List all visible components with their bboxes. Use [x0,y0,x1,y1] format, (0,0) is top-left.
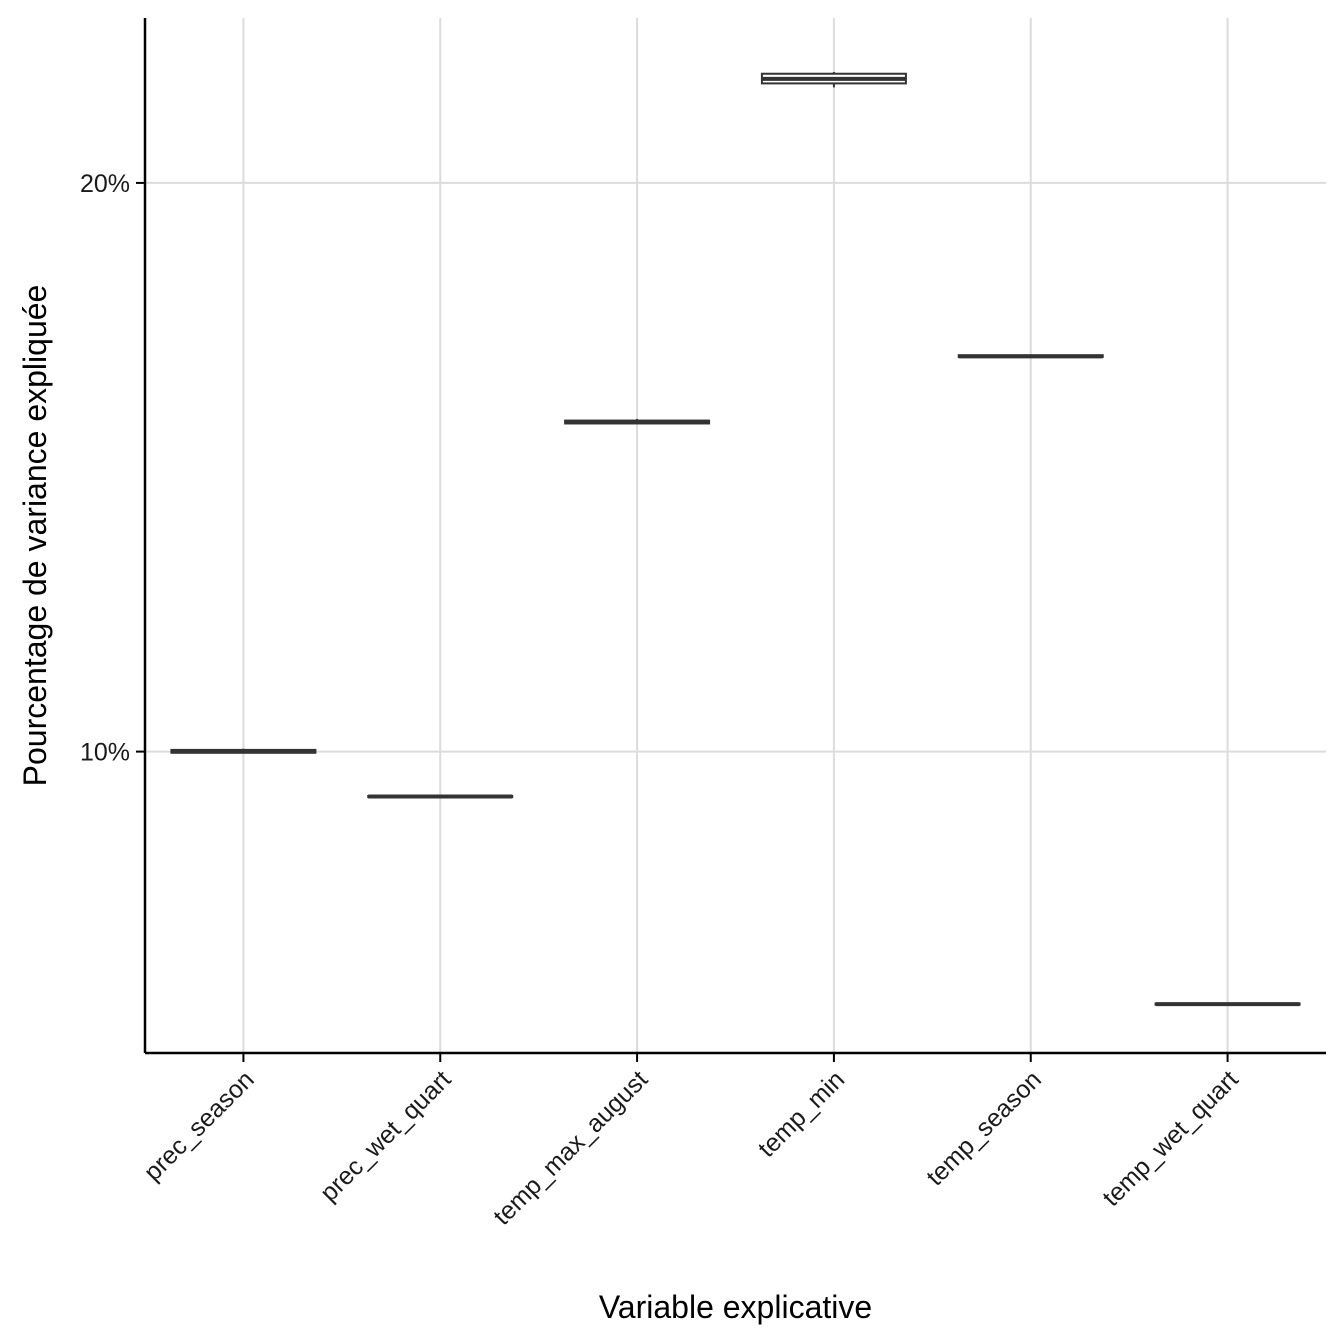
x-tick-label-temp_max_august: temp_max_august [488,1065,653,1230]
box-temp_min [760,72,907,88]
y-axis-title: Pourcentage de variance expliquée [17,285,53,787]
box-temp_max_august [564,418,711,425]
x-tick-label-temp_wet_quart: temp_wet_quart [1097,1065,1244,1212]
x-tick-label-prec_wet_quart: prec_wet_quart [315,1065,457,1207]
gridlines [145,18,1326,1053]
box-temp_season [957,354,1104,359]
y-ticks: 10% 20% [80,170,145,767]
axes [143,18,1326,1055]
box-prec_wet_quart [367,794,514,799]
x-axis-title: Variable explicative [599,1289,872,1325]
boxes [170,72,1301,1007]
x-tick-label-prec_season: prec_season [139,1065,260,1186]
box-temp_wet_quart [1154,1002,1301,1007]
x-tick-label-temp_season: temp_season [921,1065,1047,1191]
y-tick-label-0: 10% [80,739,130,767]
x-ticks: prec_season prec_wet_quart temp_max_august… [139,1053,1244,1231]
box-prec_season [170,748,317,754]
y-tick-label-1: 20% [80,170,130,198]
x-tick-label-temp_min: temp_min [753,1065,850,1162]
